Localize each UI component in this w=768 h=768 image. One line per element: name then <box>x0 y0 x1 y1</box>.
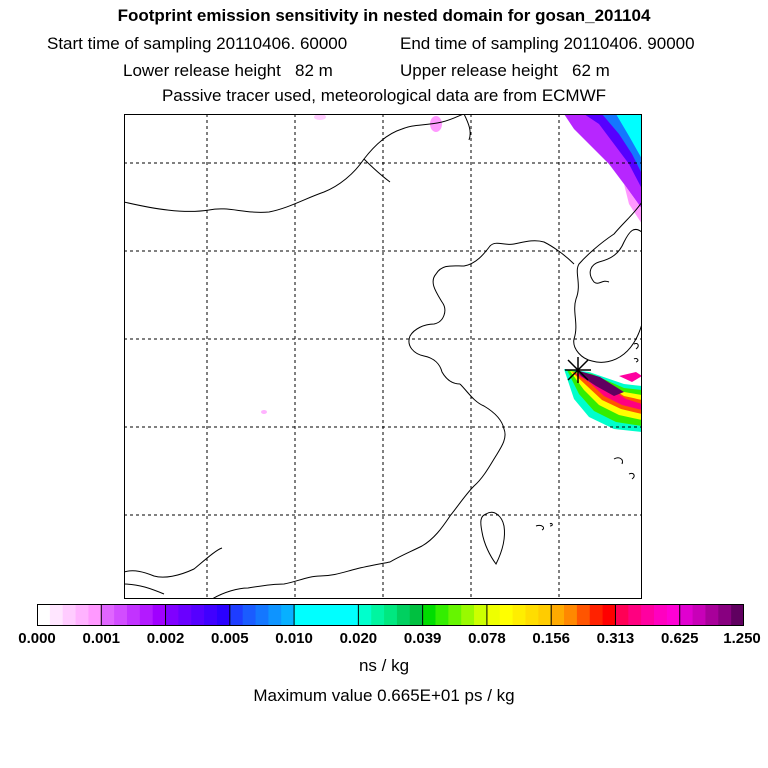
colorbar-swatch <box>384 604 398 626</box>
colorbar-swatch <box>49 604 64 626</box>
colorbar-swatch <box>602 604 616 626</box>
colorbar-swatch <box>191 604 205 626</box>
colorbar-units: ns / kg <box>358 656 410 675</box>
colorbar <box>37 604 744 626</box>
colorbar-tick-label: 0.078 <box>468 630 506 647</box>
colorbar-tick-label: 0.001 <box>82 630 121 647</box>
colorbar-swatch <box>666 604 681 626</box>
colorbar-swatch <box>551 604 565 626</box>
graticule <box>124 114 642 599</box>
colorbar-swatch <box>654 604 668 626</box>
colorbar-swatch <box>126 604 141 626</box>
colorbar-swatch <box>345 604 359 626</box>
colorbar-swatch <box>204 604 218 626</box>
colorbar-swatch <box>358 604 372 626</box>
coastlines <box>124 114 642 599</box>
colorbar-swatch <box>628 604 642 626</box>
colorbar-swatch <box>576 604 591 626</box>
colorbar-swatch <box>396 604 411 626</box>
colorbar-swatch <box>641 604 655 626</box>
colorbar-tick-label: 0.000 <box>18 630 56 647</box>
end-time-label: End time of sampling 20110406. 90000 <box>400 34 695 53</box>
colorbar-tick-label: 1.250 <box>723 630 761 647</box>
colorbar-swatch <box>422 604 436 626</box>
colorbar-swatch <box>486 604 501 626</box>
plume-ne <box>261 114 642 414</box>
colorbar-tick-label: 0.010 <box>275 630 313 647</box>
map-panel <box>124 114 642 599</box>
colorbar-swatch <box>152 604 167 626</box>
colorbar-swatch <box>499 604 514 626</box>
colorbar-swatch <box>525 604 539 626</box>
colorbar-swatch <box>216 604 231 626</box>
colorbar-swatch <box>731 604 744 626</box>
colorbar-swatch <box>461 604 475 626</box>
colorbar-swatch <box>88 604 102 626</box>
colorbar-swatch <box>101 604 115 626</box>
colorbar-swatch <box>705 604 719 626</box>
colorbar-tick-label: 0.002 <box>146 630 185 647</box>
upper-height-label: Upper release height 62 m <box>400 61 610 80</box>
colorbar-swatch <box>281 604 295 626</box>
colorbar-swatch <box>294 604 308 626</box>
release-site-marker <box>565 357 591 383</box>
colorbar-swatch <box>564 604 578 626</box>
colorbar-swatch <box>409 604 424 626</box>
maximum-value-label: Maximum value 0.665E+01 ps / kg <box>253 686 515 705</box>
colorbar-swatch <box>242 604 257 626</box>
colorbar-swatch <box>268 604 282 626</box>
colorbar-frame <box>37 604 744 626</box>
colorbar-swatch <box>178 604 192 626</box>
colorbar-swatch <box>474 604 488 626</box>
colorbar-swatch <box>255 604 269 626</box>
colorbar-swatch <box>332 604 346 626</box>
plume-main <box>564 369 642 432</box>
map-canvas <box>124 114 642 599</box>
colorbar-tick-label: 0.156 <box>532 630 570 647</box>
plot-title: Footprint emission sensitivity in nested… <box>117 6 651 25</box>
colorbar-swatch <box>718 604 732 626</box>
colorbar-swatch <box>75 604 89 626</box>
colorbar-swatch <box>319 604 334 626</box>
colorbar-swatch <box>615 604 629 626</box>
colorbar-swatch <box>62 604 77 626</box>
colorbar-tick-label: 0.039 <box>403 630 442 647</box>
colorbar-swatch <box>448 604 462 626</box>
colorbar-swatch <box>114 604 128 626</box>
colorbar-tick-label: 0.005 <box>211 630 249 647</box>
colorbar-tick-label: 0.313 <box>596 630 635 647</box>
colorbar-swatch <box>37 604 51 626</box>
tracer-note: Passive tracer used, meteorological data… <box>161 86 607 105</box>
colorbar-swatch <box>139 604 154 626</box>
start-time-label: Start time of sampling 20110406. 60000 <box>47 34 348 53</box>
map-frame <box>124 114 642 599</box>
lower-height-label: Lower release height 82 m <box>123 61 333 80</box>
colorbar-swatch <box>538 604 552 626</box>
colorbar-swatch <box>692 604 706 626</box>
colorbar-swatch <box>435 604 449 626</box>
colorbar-tick-label: 0.625 <box>660 630 699 647</box>
colorbar-swatch <box>306 604 321 626</box>
colorbar-swatch <box>229 604 244 626</box>
colorbar-tick-label: 0.020 <box>339 630 378 647</box>
colorbar-swatch <box>679 604 694 626</box>
colorbar-swatch <box>589 604 604 626</box>
colorbar-swatch <box>371 604 385 626</box>
colorbar-swatch <box>512 604 526 626</box>
colorbar-swatch <box>165 604 179 626</box>
